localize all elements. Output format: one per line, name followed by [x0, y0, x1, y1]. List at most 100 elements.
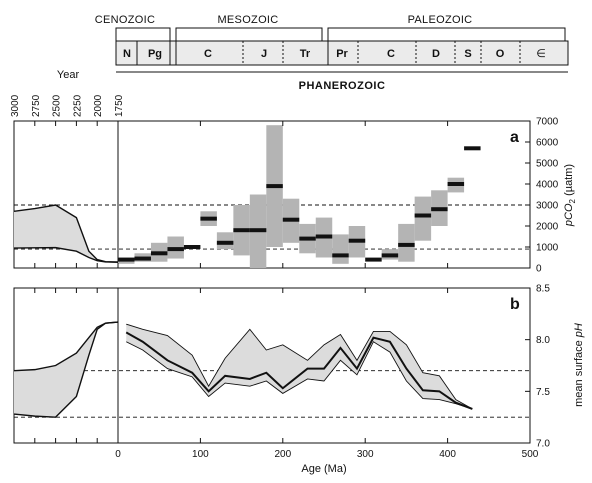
estimate-mark — [381, 253, 399, 258]
era-label-cenozoic: CENOZOIC — [95, 14, 155, 26]
estimate-mark — [216, 240, 234, 245]
y-tick-label: 1000 — [536, 243, 559, 254]
period-label-cambrian: ∈ — [536, 48, 546, 60]
eon-label-phanerozoic: PHANEROZOIC — [299, 80, 386, 92]
period-label-paleogene: Pg — [148, 48, 162, 60]
estimate-mark — [398, 242, 415, 247]
estimate-mark — [315, 234, 333, 239]
inset-x-tick-label: 2500 — [52, 94, 63, 117]
y-tick-label: 0 — [536, 264, 542, 275]
panel-b-y-axis-label-main: mean surface — [573, 337, 585, 407]
x-tick-label: 100 — [192, 449, 209, 460]
panel-a: 0 1000 2000 3000 4000 5000 6000 7000 a pCO2 (µa… — [13, 117, 577, 275]
inset-envelope-lower — [13, 321, 119, 418]
period-label-triassic: Tr — [300, 48, 311, 60]
period-label-permian: Pr — [336, 48, 348, 60]
estimate-mark — [299, 236, 316, 241]
estimate-mark — [134, 256, 151, 261]
panel-b-label: b — [510, 296, 520, 313]
estimate-mark — [167, 247, 184, 252]
era-bracket-mesozoic — [175, 27, 323, 41]
lower-bound-line — [126, 341, 473, 410]
x-tick-label: 500 — [522, 449, 539, 460]
x-tick-label: 300 — [357, 449, 374, 460]
period-label-devonian: D — [432, 48, 440, 60]
x-tick-label: 0 — [115, 449, 121, 460]
x-tick-label: 400 — [439, 449, 456, 460]
panel-b-uncertainty-band — [125, 323, 473, 410]
era-label-paleozoic: PALEOZOIC — [408, 14, 473, 26]
period-label-ordovician: O — [496, 48, 505, 60]
panel-a-y-axis-label: pCO2 (µatm) — [563, 164, 577, 227]
estimate-mark — [332, 253, 349, 258]
y-tick-label: 7.5 — [536, 387, 550, 398]
uncertainty-box — [414, 196, 432, 241]
period-label-cretaceous: C — [204, 48, 212, 60]
y-tick-label: 7.0 — [536, 439, 550, 450]
estimate-mark — [447, 182, 465, 186]
estimate-mark — [348, 238, 366, 243]
y-tick-label: 8.0 — [536, 335, 550, 346]
estimate-mark — [249, 228, 267, 233]
x-tick-label: 200 — [274, 449, 291, 460]
panel-b-inset-envelope — [13, 321, 119, 418]
inset-x-tick-label: 2250 — [72, 94, 83, 117]
y-tick-label: 6000 — [536, 138, 559, 149]
estimate-mark — [118, 257, 135, 262]
panel-b-reference-lines — [14, 370, 530, 418]
y-tick-label: 2000 — [536, 222, 559, 233]
inset-envelope-fill — [14, 322, 118, 418]
panel-a-inset-envelope — [13, 204, 119, 263]
panel-b: 7.0 7.5 8.0 8.5 b mean surface pH — [13, 284, 585, 450]
panel-a-plot-frame — [117, 120, 531, 269]
panel-b-y-axis-label-italic: pH — [573, 323, 585, 338]
x-axis-tick-labels: 0 100 200 300 400 500 — [115, 449, 539, 460]
y-tick-label: 7000 — [536, 117, 559, 128]
inset-x-tick-labels: 3000 2750 2500 2250 2000 1750 — [10, 94, 125, 117]
inset-x-tick-label: 2750 — [31, 94, 42, 117]
y-tick-label: 5000 — [536, 159, 559, 170]
y-tick-label: 4000 — [536, 180, 559, 191]
panel-a-label: a — [510, 129, 519, 146]
x-axis-label: Age (Ma) — [301, 463, 346, 475]
uncertainty-box — [332, 234, 349, 264]
upper-bound-line — [126, 323, 473, 410]
period-dividers — [136, 41, 521, 65]
uncertainty-box — [216, 232, 234, 250]
uncertainty-box — [398, 223, 415, 262]
period-label-jurassic: J — [261, 48, 267, 60]
estimate-mark — [365, 257, 382, 262]
panel-b-y-axis-label: mean surface pH — [573, 323, 585, 407]
estimate-mark — [431, 207, 448, 212]
inset-x-tick-label: 3000 — [10, 94, 21, 117]
panel-a-estimate-marks — [118, 146, 481, 262]
estimate-mark — [233, 228, 250, 233]
panel-b-plot-frame — [117, 287, 531, 444]
inset-x-tick-label: 2000 — [93, 94, 104, 117]
period-labels: N Pg C J Tr Pr C D S O ∈ — [123, 48, 546, 60]
inset-x-axis-label: Year — [57, 69, 80, 81]
inset-envelope-lower — [13, 246, 119, 263]
inset-envelope-fill — [14, 205, 118, 263]
panel-a-y-axis-label-unit: (µatm) — [563, 164, 575, 199]
estimate-mark — [414, 213, 432, 218]
estimate-mark — [282, 217, 300, 222]
panel-a-y-axis-label-sub: 2 — [568, 198, 577, 203]
inset-x-tick-label: 1750 — [114, 94, 125, 117]
period-bar — [115, 40, 569, 66]
era-bracket-cenozoic — [115, 27, 171, 41]
period-label-carboniferous: C — [387, 48, 395, 60]
estimate-mark — [200, 216, 217, 221]
estimate-mark — [150, 251, 168, 256]
estimate-mark — [266, 184, 283, 189]
estimate-mark — [183, 245, 201, 249]
panel-a-y-axis-label-main: pCO — [563, 203, 575, 227]
timescale: CENOZOIC MESOZOIC PALEOZOIC N Pg C J Tr … — [95, 14, 569, 92]
period-label-neogene: N — [123, 48, 131, 60]
y-tick-label: 8.5 — [536, 284, 550, 295]
era-bracket-paleozoic — [327, 27, 566, 41]
estimate-mark — [464, 146, 481, 151]
panel-b-ticks: 7.0 7.5 8.0 8.5 — [13, 284, 550, 450]
panel-a-ticks: 0 1000 2000 3000 4000 5000 6000 7000 — [13, 117, 559, 275]
